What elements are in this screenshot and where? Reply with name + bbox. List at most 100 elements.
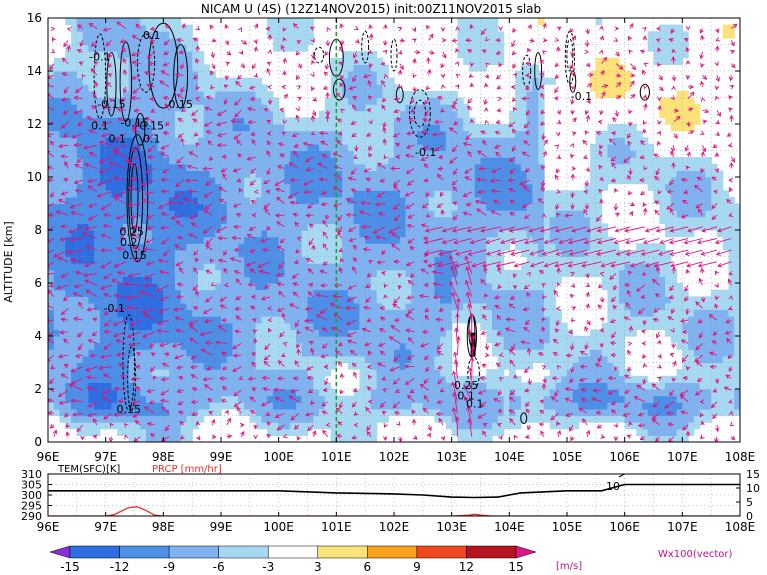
shading-cell [186, 422, 193, 430]
shading-cell [157, 177, 164, 185]
shading-cell [584, 349, 591, 357]
shading-cell [486, 124, 493, 132]
shading-cell [503, 342, 510, 350]
shading-cell [221, 382, 228, 390]
shading-cell [526, 342, 533, 350]
shading-cell [146, 355, 153, 364]
shading-cell [584, 342, 591, 350]
shading-cell [71, 230, 78, 238]
shading-cell [128, 196, 136, 205]
shading-cell [590, 256, 597, 264]
shading-cell [140, 402, 147, 410]
shading-cell [244, 130, 251, 138]
shading-cell [388, 408, 395, 417]
shading-cell [99, 369, 107, 377]
shading-cell [197, 230, 205, 238]
shading-cell [319, 137, 326, 145]
shading-cell [399, 190, 407, 198]
shading-cell [359, 408, 366, 417]
shading-cell [330, 97, 337, 105]
shading-cell [486, 276, 493, 284]
shading-cell [376, 230, 384, 238]
shading-cell [342, 71, 349, 79]
shading-cell [434, 402, 441, 410]
shading-cell [284, 44, 291, 52]
shading-cell [186, 309, 193, 317]
shading-cell [301, 342, 309, 350]
shading-cell [445, 150, 453, 158]
shading-cell [561, 389, 568, 397]
shading-cell [342, 249, 349, 258]
shading-cell [284, 395, 291, 403]
shading-cell [82, 57, 89, 65]
shading-cell [469, 256, 476, 264]
shading-cell [307, 309, 314, 317]
shading-cell [313, 143, 320, 152]
shading-cell [382, 183, 389, 191]
shading-cell [278, 183, 286, 191]
shading-cell [151, 143, 159, 152]
shading-cell [313, 322, 320, 330]
shading-cell [111, 177, 118, 185]
shading-cell [284, 170, 291, 178]
shading-cell [134, 296, 141, 304]
shading-cell [324, 382, 332, 390]
shading-cell [99, 110, 107, 118]
shading-cell [353, 269, 360, 277]
shading-cell [301, 369, 309, 377]
shading-cell [99, 362, 107, 370]
shading-cell [94, 223, 101, 231]
shading-cell [117, 203, 124, 211]
shading-cell [59, 289, 66, 297]
shading-cell [151, 216, 159, 224]
shading-cell [342, 428, 349, 436]
shading-cell [105, 249, 113, 258]
shading-cell [238, 163, 245, 171]
shading-cell [146, 90, 153, 99]
shading-cell [572, 249, 580, 258]
shading-cell [469, 435, 476, 442]
shading-cell [486, 302, 493, 311]
shading-cell [319, 163, 326, 171]
shading-cell [296, 415, 303, 423]
shading-cell [284, 336, 291, 344]
shading-cell [382, 269, 389, 277]
shading-cell [146, 44, 153, 52]
shading-cell [301, 223, 309, 231]
shading-cell [244, 329, 251, 337]
shading-cell [492, 210, 499, 218]
shading-cell [347, 435, 355, 442]
shading-cell [307, 24, 314, 32]
shading-cell [180, 210, 187, 218]
shading-cell [440, 389, 447, 397]
shading-cell [180, 375, 187, 383]
shading-cell [290, 31, 297, 39]
shading-cell [480, 283, 487, 291]
shading-cell [272, 355, 280, 364]
shading-cell [226, 143, 234, 152]
shading-cell [474, 402, 482, 410]
shading-cell [353, 117, 360, 125]
shading-cell [394, 309, 401, 317]
shading-cell [532, 71, 539, 79]
shading-cell [526, 402, 533, 410]
shading-cell [88, 31, 95, 39]
shading-cell [94, 90, 101, 99]
shading-cell [197, 51, 205, 59]
shading-cell [255, 77, 262, 85]
shading-cell [561, 196, 568, 205]
shading-cell [532, 110, 539, 118]
shading-cell [94, 57, 101, 65]
shading-cell [324, 402, 332, 410]
shading-cell [71, 349, 78, 357]
shading-cell [451, 302, 459, 311]
shading-cell [267, 249, 274, 258]
shading-cell [244, 322, 251, 330]
shading-cell [324, 408, 332, 417]
shading-cell [301, 150, 309, 158]
shading-cell [117, 276, 124, 284]
shading-cell [48, 243, 55, 251]
shading-cell [474, 163, 482, 171]
shading-cell [284, 342, 291, 350]
shading-cell [353, 190, 360, 198]
